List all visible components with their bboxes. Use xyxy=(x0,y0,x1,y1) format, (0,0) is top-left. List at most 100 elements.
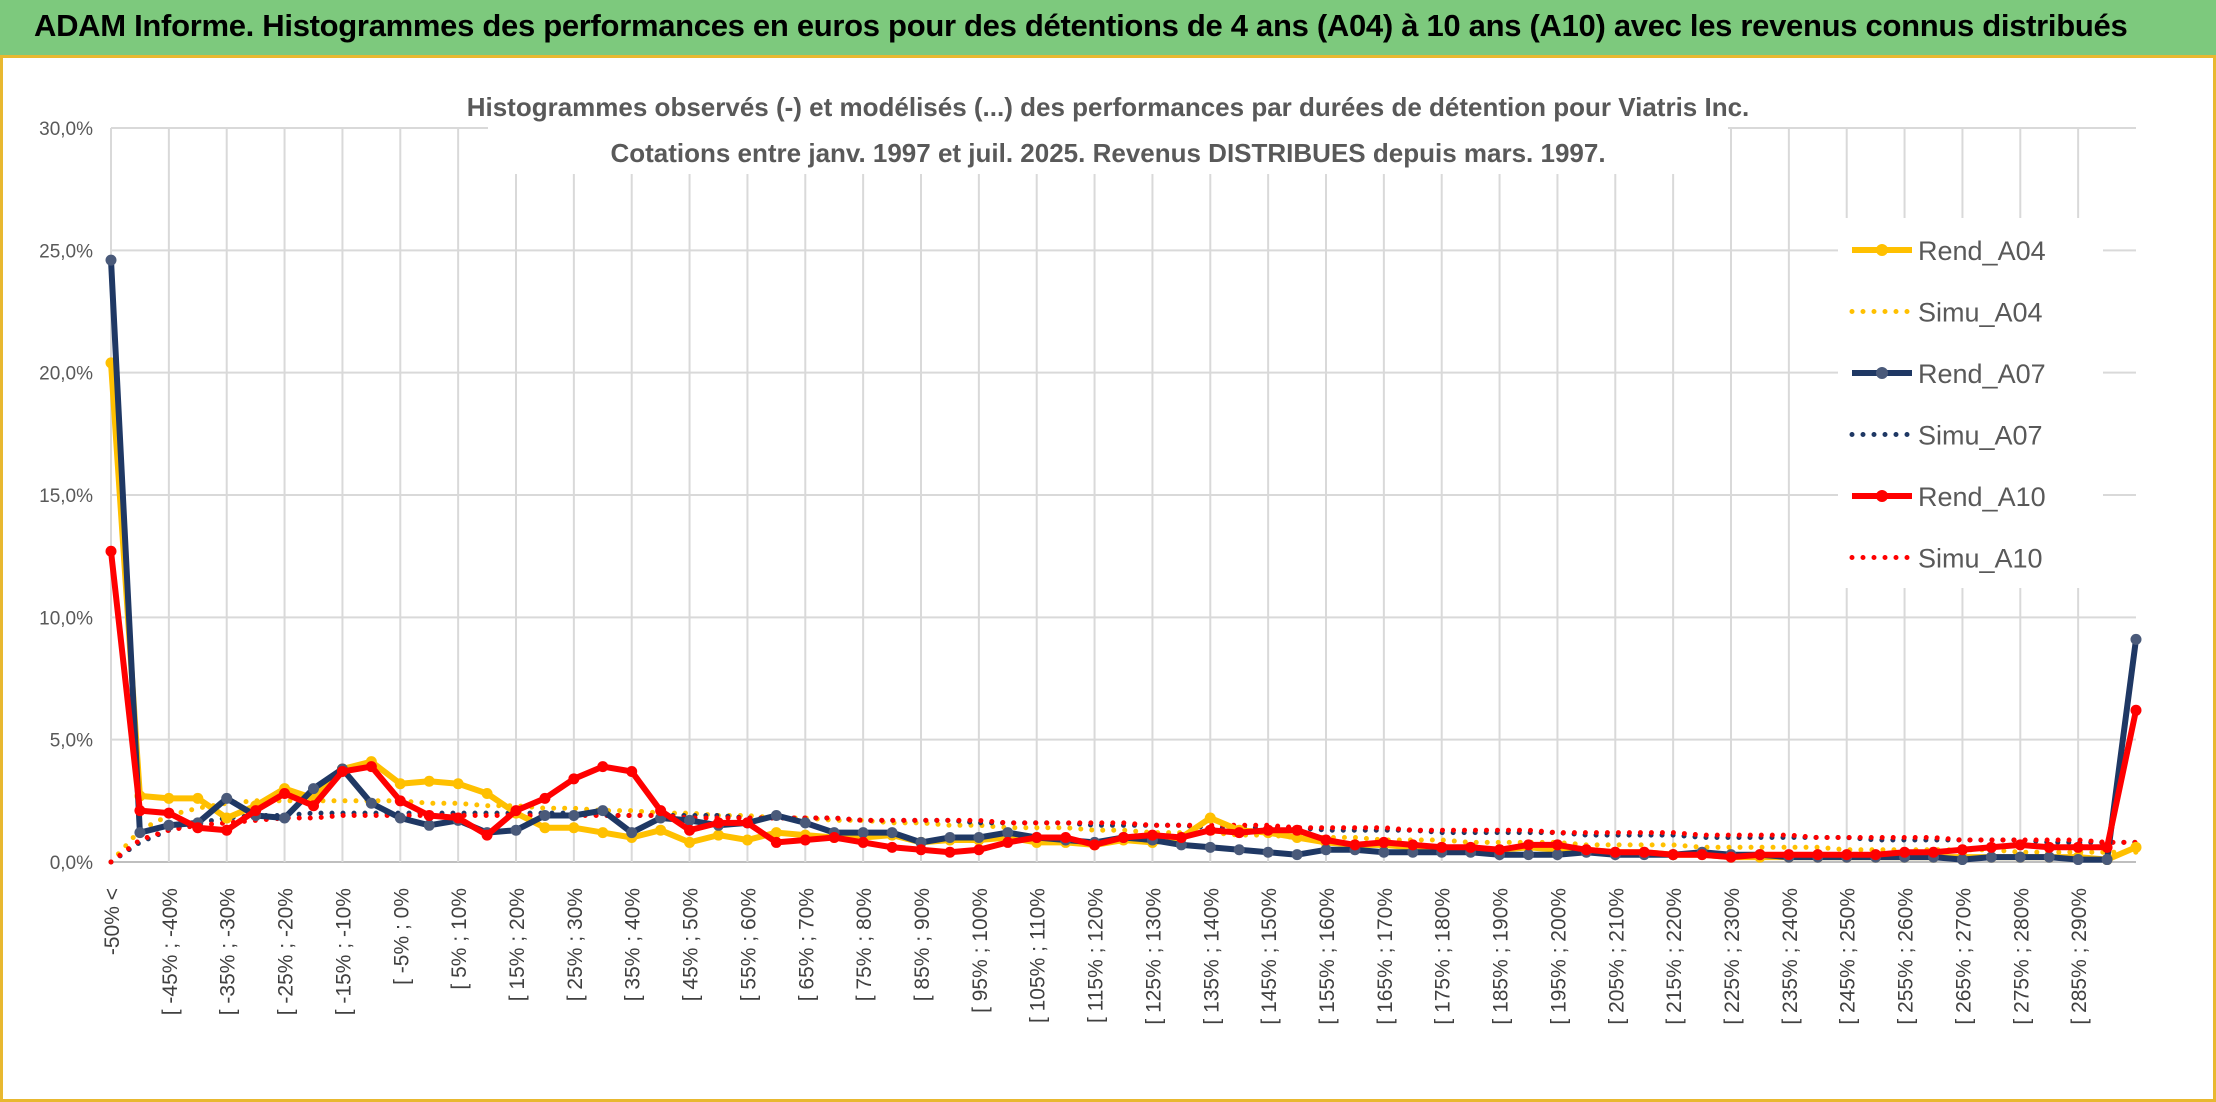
data-point xyxy=(1204,841,1216,853)
data-point xyxy=(308,800,319,812)
data-point xyxy=(828,832,840,844)
data-point xyxy=(1320,844,1332,856)
data-point xyxy=(510,824,522,836)
x-tick-label: [ 85% ; 90% xyxy=(911,888,934,1001)
data-point xyxy=(1956,854,1968,866)
data-point xyxy=(1291,824,1303,836)
data-point xyxy=(770,810,782,822)
data-point xyxy=(1291,849,1303,861)
data-point xyxy=(279,812,291,824)
x-tick-label: [ 45% ; 50% xyxy=(680,888,703,1001)
chart-series xyxy=(105,254,2142,866)
data-point xyxy=(221,812,233,824)
data-point xyxy=(1204,812,1216,824)
data-point xyxy=(394,795,406,807)
data-point xyxy=(221,792,233,804)
data-point xyxy=(481,829,493,841)
data-point xyxy=(1262,824,1274,836)
data-point xyxy=(568,773,580,785)
data-point xyxy=(1754,849,1766,861)
report-title: ADAM Informe. Histogrammes des performan… xyxy=(34,8,2128,43)
data-point xyxy=(1551,839,1563,851)
series-line-rend_a04 xyxy=(108,362,2138,863)
data-point xyxy=(1580,844,1592,856)
data-point xyxy=(684,814,696,826)
data-point xyxy=(365,797,377,809)
x-tick-label: [ 275% ; 280% xyxy=(2010,888,2033,1025)
data-point xyxy=(105,254,117,266)
x-tick-label: [ -15% ; -10% xyxy=(332,888,355,1015)
x-tick-label: [ -25% ; -20% xyxy=(275,888,298,1015)
legend-marker xyxy=(1876,244,1888,256)
x-tick-label: [ 285% ; 290% xyxy=(2068,888,2091,1025)
legend-label: Rend_A10 xyxy=(1918,482,2046,512)
data-point xyxy=(163,792,175,804)
x-tick-label: [ 15% ; 20% xyxy=(506,888,529,1001)
x-tick-label: [ -45% ; -40% xyxy=(159,888,182,1015)
data-point xyxy=(394,812,406,824)
data-point xyxy=(568,822,580,834)
data-point xyxy=(163,819,175,831)
data-point xyxy=(1494,844,1506,856)
x-tick-label: [ 135% ; 140% xyxy=(1200,888,1223,1025)
data-point xyxy=(799,834,811,846)
y-tick-label: 20,0% xyxy=(39,364,93,385)
data-point xyxy=(713,829,724,841)
x-tick-label: [ 75% ; 80% xyxy=(853,888,876,1001)
y-tick-label: 25,0% xyxy=(39,241,93,262)
data-point xyxy=(770,827,782,839)
chart-grid xyxy=(110,127,2136,863)
data-point xyxy=(1465,841,1477,853)
x-tick-label: [ 195% ; 200% xyxy=(1547,888,1570,1025)
data-point xyxy=(1609,846,1621,858)
series-line-rend_a10 xyxy=(108,550,2139,861)
data-point xyxy=(308,783,319,795)
x-tick-label: [ 245% ; 250% xyxy=(1837,888,1860,1025)
data-point xyxy=(394,778,406,790)
x-tick-label: [ 175% ; 180% xyxy=(1432,888,1455,1025)
data-point xyxy=(1985,851,1997,863)
x-tick-label: -50% < xyxy=(101,888,124,955)
data-point xyxy=(1985,841,1997,853)
data-point xyxy=(1378,846,1390,858)
data-point xyxy=(539,822,551,834)
y-tick-label: 30,0% xyxy=(39,119,93,140)
y-tick-label: 5,0% xyxy=(50,731,93,752)
data-point xyxy=(2130,704,2142,716)
data-point xyxy=(713,817,724,829)
x-tick-label: [ 265% ; 270% xyxy=(1952,888,1975,1025)
x-tick-label: [ 65% ; 70% xyxy=(795,888,818,1001)
data-point xyxy=(1233,844,1245,856)
x-tick-label: [ 185% ; 190% xyxy=(1490,888,1513,1025)
data-point xyxy=(915,844,927,856)
title-background xyxy=(488,84,1728,174)
x-tick-label: [ 25% ; 30% xyxy=(564,888,587,1001)
data-point xyxy=(1523,849,1534,861)
x-tick-label: [ 255% ; 260% xyxy=(1895,888,1918,1025)
data-point xyxy=(1551,849,1563,861)
data-point xyxy=(2101,854,2113,866)
chart-title: Histogrammes observés (-) et modélisés (… xyxy=(467,92,1750,122)
legend-label: Simu_A07 xyxy=(1918,421,2043,451)
data-point xyxy=(1349,839,1361,851)
x-tick-label: [ 115% ; 120% xyxy=(1085,888,1108,1023)
data-point xyxy=(741,834,753,846)
chart-frame xyxy=(0,58,2216,1102)
y-axis: 0,0% 5,0% 10,0% 15,0% 20,0% 25,0% 30,0% xyxy=(39,119,93,874)
chart-subtitle: Cotations entre janv. 1997 et juil. 2025… xyxy=(610,138,1605,168)
data-point xyxy=(279,787,291,799)
data-point xyxy=(1812,849,1824,861)
data-point xyxy=(1118,832,1129,844)
data-point xyxy=(684,836,696,848)
data-point xyxy=(2043,841,2055,853)
x-tick-label: [ 35% ; 40% xyxy=(622,888,645,1001)
x-tick-label: [ 55% ; 60% xyxy=(737,888,760,1001)
data-point xyxy=(597,805,609,817)
x-tick-label: [ 95% ; 100% xyxy=(969,888,992,1013)
data-point xyxy=(365,761,377,773)
series-line-simu_a04 xyxy=(108,798,2139,865)
data-point xyxy=(1436,841,1448,853)
data-point xyxy=(1638,846,1650,858)
data-point xyxy=(2072,854,2084,866)
data-point xyxy=(655,824,667,836)
